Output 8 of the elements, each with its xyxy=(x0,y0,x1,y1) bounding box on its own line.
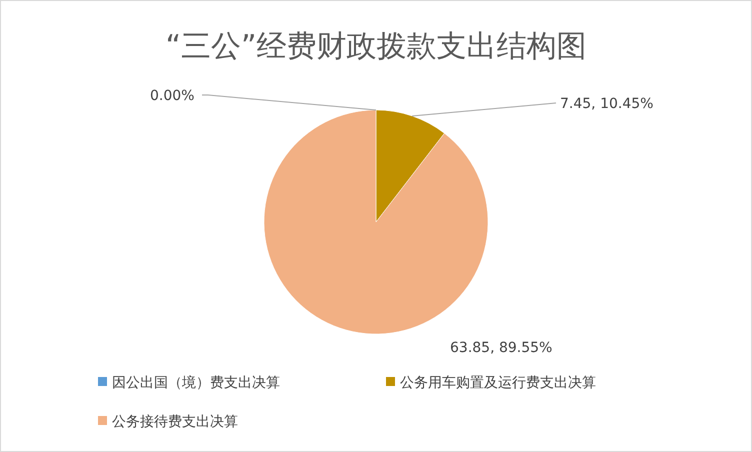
chart-title: “三公”经费财政拨款支出结构图 xyxy=(165,29,587,64)
text: 0.00% xyxy=(150,88,194,104)
legend-label: 因公出国（境）费支出决算 xyxy=(112,375,280,391)
data-label: 7.45, 10.45% xyxy=(560,96,654,112)
legend-label: 公务用车购置及运行费支出决算 xyxy=(400,375,596,391)
pie-slice xyxy=(264,110,488,334)
legend-label: 公务接待费支出决算 xyxy=(112,414,238,430)
data-label: 63.85, 89.55% xyxy=(450,340,552,356)
